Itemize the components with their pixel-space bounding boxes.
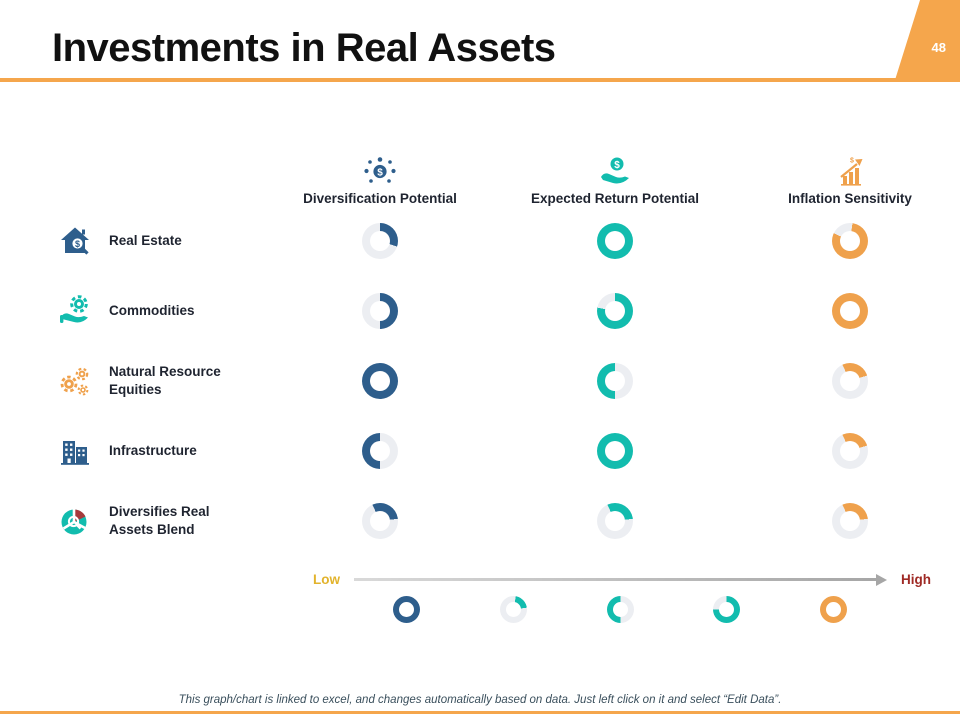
harvey-ball[interactable]	[832, 433, 868, 469]
harvey-ball[interactable]	[362, 433, 398, 469]
row-label: Infrastructure	[109, 443, 197, 459]
column-label: Expected Return Potential	[530, 191, 700, 206]
edit-data-note: This graph/chart is linked to excel, and…	[178, 694, 782, 706]
legend-harvey-ball[interactable]	[393, 596, 420, 623]
table-row: Diversifies Real Assets Blend	[55, 486, 960, 556]
column-header-inflation: $ Inflation Sensitivity	[740, 155, 960, 207]
bottom-divider	[0, 711, 960, 714]
column-label: Inflation Sensitivity	[788, 191, 912, 206]
linked-chart[interactable]: $ Diversification Potential $ Expected R…	[0, 146, 960, 623]
inflation-chart-icon: $	[830, 155, 870, 189]
harvey-ball[interactable]	[597, 363, 633, 399]
harvey-ball[interactable]	[362, 503, 398, 539]
svg-text:$: $	[614, 160, 620, 171]
table-row: Commodities	[55, 276, 960, 346]
harvey-ball[interactable]	[362, 293, 398, 329]
column-label: Diversification Potential	[303, 191, 457, 206]
harvey-ball[interactable]	[597, 223, 633, 259]
money-hand-icon: $	[595, 155, 635, 189]
harvey-ball[interactable]	[362, 363, 398, 399]
buildings-icon	[57, 433, 93, 469]
harvey-ball[interactable]	[832, 293, 868, 329]
page-number: 48	[931, 40, 946, 55]
row-label: Commodities	[109, 303, 195, 319]
hand-gear-icon	[57, 293, 93, 329]
slide-header: Investments in Real Assets 48	[0, 0, 960, 82]
svg-text:$: $	[850, 158, 854, 165]
svg-text:$: $	[75, 239, 80, 249]
page-title: Investments in Real Assets	[52, 26, 556, 70]
pie-search-icon	[57, 503, 93, 539]
table-row: $ Real Estate	[55, 206, 960, 276]
scale-axis: Low High	[313, 572, 931, 587]
scale-high-label: High	[901, 572, 931, 587]
row-label: Diversifies Real Assets Blend	[109, 504, 210, 537]
header-divider	[0, 78, 960, 82]
harvey-ball[interactable]	[832, 363, 868, 399]
legend-harvey-ball[interactable]	[606, 596, 634, 623]
scale-legend-donuts	[393, 596, 847, 623]
harvey-ball[interactable]	[597, 503, 633, 539]
table-row: Infrastructure	[55, 416, 960, 486]
scale-low-label: Low	[313, 572, 340, 587]
harvey-ball[interactable]	[597, 433, 633, 469]
matrix-header-row: $ Diversification Potential $ Expected R…	[55, 146, 960, 206]
row-label: Real Estate	[109, 233, 182, 249]
gears-icon	[57, 363, 93, 399]
house-search-icon: $	[57, 223, 93, 259]
column-header-diversification: $ Diversification Potential	[270, 155, 490, 206]
table-row: Natural Resource Equities	[55, 346, 960, 416]
harvey-ball[interactable]	[362, 223, 398, 259]
legend-harvey-ball[interactable]	[713, 596, 741, 623]
legend-harvey-ball[interactable]	[499, 596, 527, 623]
page-number-tab	[895, 0, 960, 78]
scale-arrow	[354, 573, 887, 586]
column-header-expected-return: $ Expected Return Potential	[490, 155, 740, 206]
svg-text:$: $	[377, 168, 383, 179]
harvey-ball[interactable]	[832, 223, 868, 259]
diversification-icon: $	[360, 155, 400, 189]
harvey-ball[interactable]	[597, 293, 633, 329]
legend-harvey-ball[interactable]	[820, 596, 847, 623]
harvey-ball[interactable]	[832, 503, 868, 539]
row-label: Natural Resource Equities	[109, 364, 221, 397]
